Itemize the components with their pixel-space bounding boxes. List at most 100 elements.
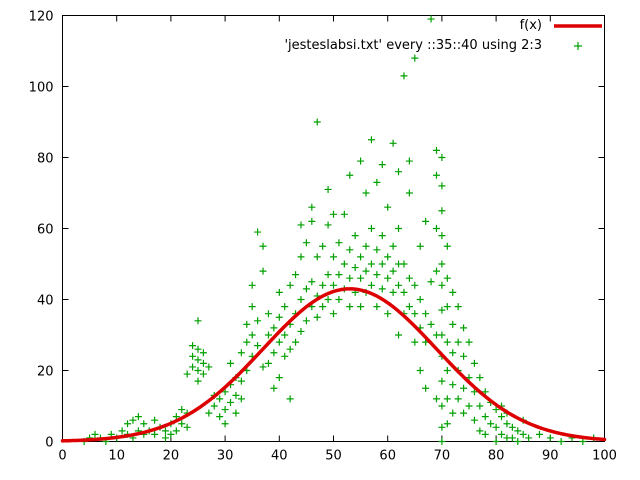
data-point-marker xyxy=(205,363,213,371)
data-point-marker xyxy=(481,388,489,396)
data-point-marker xyxy=(286,281,294,289)
data-point-marker xyxy=(416,367,424,374)
data-point-marker xyxy=(405,274,413,282)
x-tick-label: 100 xyxy=(592,449,617,464)
x-tick-label: 50 xyxy=(325,449,342,464)
data-point-marker xyxy=(405,189,413,197)
x-tick-label: 70 xyxy=(434,449,451,464)
data-point-marker xyxy=(400,72,408,80)
data-point-marker xyxy=(319,281,327,289)
data-point-marker xyxy=(400,288,408,296)
data-point-marker xyxy=(270,349,278,357)
y-axis-ticks: 0 20 40 60 80 100 120 xyxy=(29,10,605,451)
legend: f(x) 'jesteslabsi.txt' every ::35::40 us… xyxy=(284,16,604,55)
data-point-marker xyxy=(492,423,500,431)
y-tick-label: 120 xyxy=(29,10,54,25)
data-point-marker xyxy=(427,278,435,286)
data-point-marker xyxy=(151,416,159,424)
data-point-marker xyxy=(270,384,278,392)
data-point-marker xyxy=(449,349,457,357)
data-point-marker xyxy=(405,157,413,165)
data-point-marker xyxy=(460,324,468,332)
data-point-marker xyxy=(161,434,169,442)
data-point-marker xyxy=(519,430,527,438)
data-point-marker xyxy=(302,285,310,293)
data-point-marker xyxy=(514,438,522,445)
data-point-marker xyxy=(302,317,310,325)
data-point-marker xyxy=(411,338,419,346)
data-point-marker xyxy=(264,331,272,339)
y-tick-label: 100 xyxy=(29,81,54,96)
data-point-marker xyxy=(438,182,446,190)
data-point-marker xyxy=(416,242,424,250)
data-point-marker xyxy=(346,303,354,311)
data-point-marker xyxy=(254,228,262,236)
data-point-marker xyxy=(367,136,375,144)
data-point-marker xyxy=(330,253,337,261)
data-point-marker xyxy=(178,420,186,428)
data-point-marker xyxy=(194,317,202,325)
data-point-marker xyxy=(275,288,283,296)
data-point-marker xyxy=(313,253,321,261)
data-point-marker xyxy=(346,246,354,254)
x-tick-label: 0 xyxy=(58,449,66,464)
data-point-marker xyxy=(189,352,197,360)
data-point-marker xyxy=(199,359,207,367)
data-point-marker xyxy=(129,416,137,424)
data-point-marker xyxy=(432,267,440,275)
data-point-marker xyxy=(427,320,435,328)
data-point-marker xyxy=(254,342,262,350)
data-point-marker xyxy=(275,313,283,321)
data-point-marker xyxy=(275,374,283,382)
data-point-marker xyxy=(481,413,489,421)
data-point-marker xyxy=(384,253,392,261)
data-point-marker xyxy=(384,310,392,318)
data-point-marker xyxy=(362,242,370,250)
data-point-marker xyxy=(275,338,283,346)
curve-fx xyxy=(60,287,607,443)
data-point-marker xyxy=(411,310,419,318)
data-point-marker xyxy=(378,260,386,268)
x-tick-label: 10 xyxy=(108,449,125,464)
data-point-marker xyxy=(286,395,294,403)
data-point-marker xyxy=(281,303,289,311)
data-point-marker xyxy=(416,296,424,303)
data-point-marker xyxy=(535,430,543,438)
data-point-marker xyxy=(438,207,446,215)
data-point-marker xyxy=(367,260,375,268)
data-point-marker xyxy=(243,320,251,328)
data-point-marker xyxy=(199,370,207,378)
data-point-marker xyxy=(449,288,457,296)
data-point-marker xyxy=(259,242,267,250)
data-point-marker xyxy=(438,438,446,445)
data-point-marker xyxy=(422,217,430,225)
data-point-marker xyxy=(172,427,180,435)
y-tick-label: 40 xyxy=(37,294,54,309)
data-point-marker xyxy=(367,225,375,232)
data-point-marker xyxy=(411,281,419,289)
data-point-marker xyxy=(357,274,365,282)
y-tick-label: 20 xyxy=(37,365,54,380)
data-point-marker xyxy=(243,338,251,346)
data-point-marker xyxy=(579,438,587,445)
data-point-marker xyxy=(367,281,375,289)
data-point-marker xyxy=(443,395,451,403)
data-point-marker xyxy=(384,203,392,211)
data-point-marker xyxy=(292,271,300,279)
data-point-marker xyxy=(183,423,191,431)
data-point-marker xyxy=(362,267,370,275)
data-point-marker xyxy=(194,377,202,385)
data-point-marker xyxy=(400,260,408,268)
data-point-marker xyxy=(324,185,332,193)
data-point-marker xyxy=(221,420,229,428)
data-point-marker xyxy=(373,303,381,311)
data-point-marker xyxy=(449,409,457,417)
data-point-marker xyxy=(546,434,554,442)
data-point-marker xyxy=(395,281,403,289)
data-point-marker xyxy=(373,271,381,279)
data-point-marker xyxy=(503,420,511,428)
data-point-marker xyxy=(422,384,430,392)
data-point-marker xyxy=(248,281,256,289)
data-point-marker xyxy=(292,338,300,346)
